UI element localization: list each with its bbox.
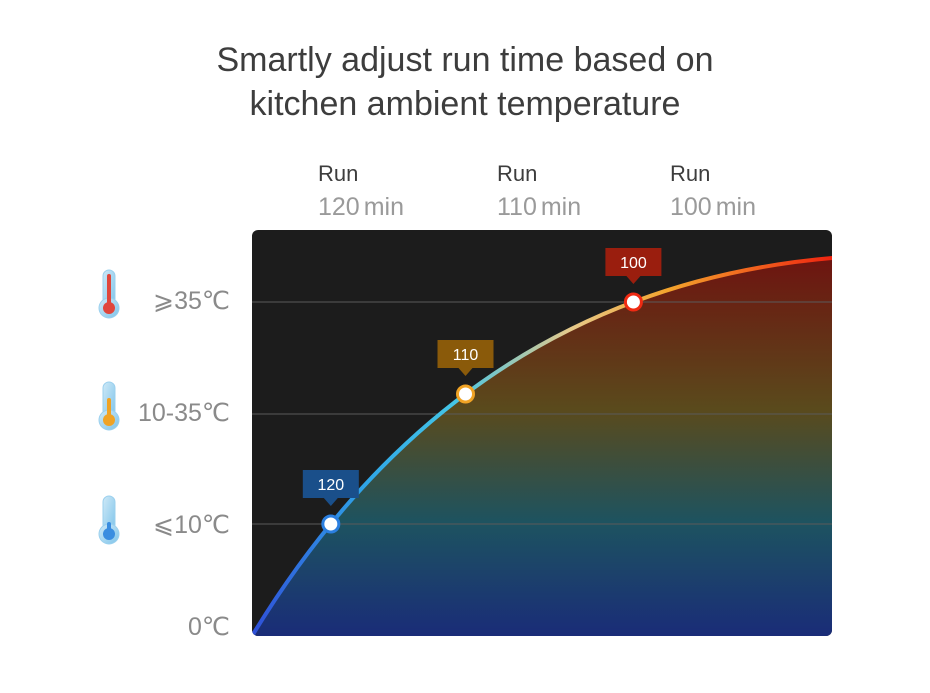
value-badge bbox=[605, 248, 662, 284]
area-fill bbox=[252, 258, 832, 636]
run-unit: min bbox=[540, 193, 582, 221]
zero-temp-label: 0℃ bbox=[188, 613, 230, 641]
value-badge-label: 110 bbox=[453, 347, 479, 364]
thermometer-warm-icon bbox=[98, 381, 120, 431]
temperature-chart: 120 110 100 bbox=[252, 230, 832, 636]
run-value: 120 bbox=[318, 193, 360, 221]
page-title: Smartly adjust run time based on kitchen… bbox=[0, 38, 930, 126]
run-column-100: Run 100 min bbox=[670, 160, 756, 224]
thermometer-hot-icon bbox=[98, 269, 120, 319]
data-point bbox=[456, 384, 476, 404]
run-label: Run bbox=[318, 161, 359, 186]
temp-row-hot: ⩾35℃ bbox=[153, 276, 230, 326]
data-point bbox=[321, 514, 341, 534]
value-badge bbox=[302, 470, 359, 506]
temp-label: ⩽10℃ bbox=[153, 511, 230, 539]
run-unit: min bbox=[363, 193, 405, 221]
temp-row-cold: ⩽10℃ bbox=[153, 500, 230, 550]
run-label: Run bbox=[670, 161, 711, 186]
run-value: 100 bbox=[670, 193, 712, 221]
value-badge bbox=[437, 340, 494, 376]
run-column-120: Run 120 min bbox=[318, 160, 404, 224]
title-line-2: kitchen ambient temperature bbox=[249, 85, 681, 123]
thermometer-cold-icon bbox=[98, 495, 120, 545]
temp-label: 10-35℃ bbox=[137, 399, 230, 427]
run-unit: min bbox=[715, 193, 757, 221]
run-column-110: Run 110 min bbox=[497, 160, 581, 224]
series-line bbox=[252, 256, 832, 636]
title-line-1: Smartly adjust run time based on bbox=[216, 41, 714, 79]
run-label: Run bbox=[497, 161, 538, 186]
data-point bbox=[623, 292, 643, 312]
value-badge-label: 120 bbox=[317, 477, 344, 494]
temp-row-warm: 10-35℃ bbox=[138, 388, 230, 438]
value-badge-label: 100 bbox=[620, 255, 647, 272]
temp-label: ⩾35℃ bbox=[153, 287, 230, 315]
run-value: 110 bbox=[497, 193, 537, 221]
